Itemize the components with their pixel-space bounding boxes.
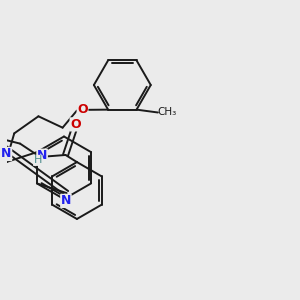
Text: N: N: [1, 148, 12, 160]
Text: O: O: [70, 118, 81, 131]
Text: H: H: [34, 155, 42, 165]
Text: O: O: [77, 103, 88, 116]
Text: CH₃: CH₃: [158, 107, 177, 118]
Text: N: N: [37, 149, 47, 162]
Text: N: N: [61, 194, 71, 207]
